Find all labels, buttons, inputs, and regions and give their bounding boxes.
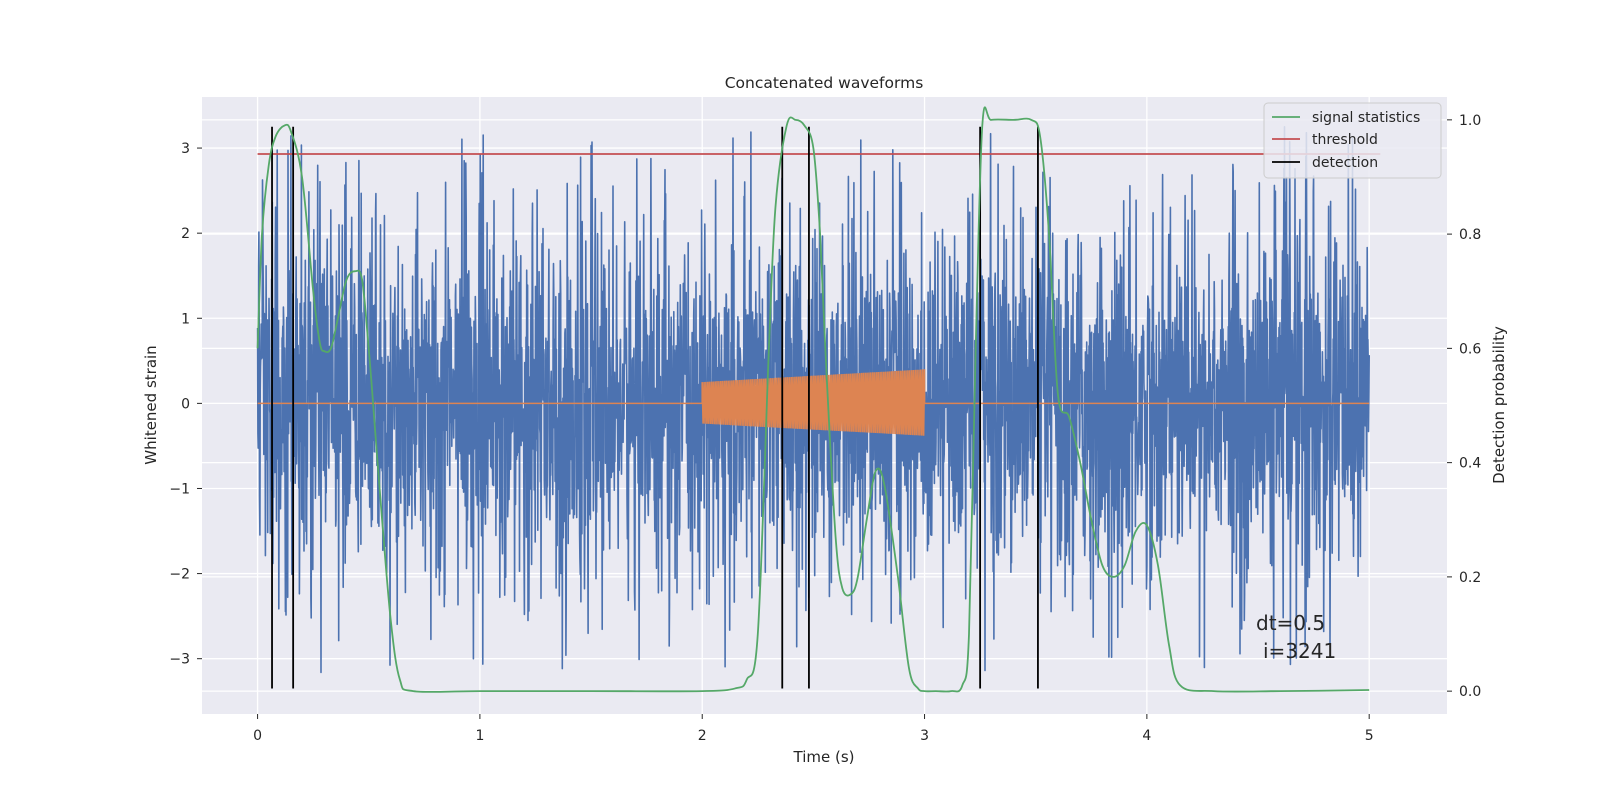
y-tick-label: −3	[169, 652, 190, 668]
y2-axis-label: Detection probability	[1490, 326, 1508, 484]
y-tick-label: 1	[181, 311, 190, 327]
legend: signal statistics threshold detection	[1263, 102, 1442, 179]
series-chirp-line	[257, 369, 1370, 436]
y-tick-label: 3	[181, 141, 190, 157]
x-tick-label: 4	[1142, 728, 1151, 744]
y2-tick-label: 0.2	[1459, 570, 1481, 586]
x-ticks: 0 1 2 3 4 5	[253, 714, 1374, 744]
x-axis-label: Time (s)	[793, 748, 855, 766]
y-tick-label: −1	[169, 481, 190, 497]
y-tick-label: −2	[169, 567, 190, 583]
y-ticks: −3 −2 −1 0 1 2 3	[169, 141, 202, 668]
x-tick-label: 3	[920, 728, 929, 744]
y2-tick-label: 0.8	[1459, 227, 1481, 243]
y-axis-label: Whitened strain	[142, 345, 160, 464]
chart-title: Concatenated waveforms	[725, 74, 924, 92]
y2-tick-label: 1.0	[1459, 113, 1481, 129]
detection-lines	[271, 126, 1039, 689]
x-tick-label: 1	[475, 728, 484, 744]
y2-ticks: 0.0 0.2 0.4 0.6 0.8 1.0	[1447, 113, 1481, 700]
y2-tick-label: 0.4	[1459, 456, 1481, 472]
y-tick-label: 0	[181, 396, 190, 412]
y2-tick-label: 0.6	[1459, 341, 1481, 357]
x-tick-label: 5	[1365, 728, 1374, 744]
annotation-dt: dt=0.5	[1256, 611, 1325, 635]
legend-label-threshold: threshold	[1312, 132, 1378, 148]
series-signal-statistics-line	[256, 106, 1370, 693]
legend-label-detection: detection	[1312, 155, 1378, 171]
y-tick-label: 2	[181, 226, 190, 242]
legend-label-signal-statistics: signal statistics	[1312, 110, 1420, 126]
annotation-i: i=3241	[1263, 639, 1336, 663]
x-tick-label: 2	[698, 728, 707, 744]
y2-tick-label: 0.0	[1459, 684, 1481, 700]
legend-box	[1263, 102, 1442, 179]
x-tick-label: 0	[253, 728, 262, 744]
